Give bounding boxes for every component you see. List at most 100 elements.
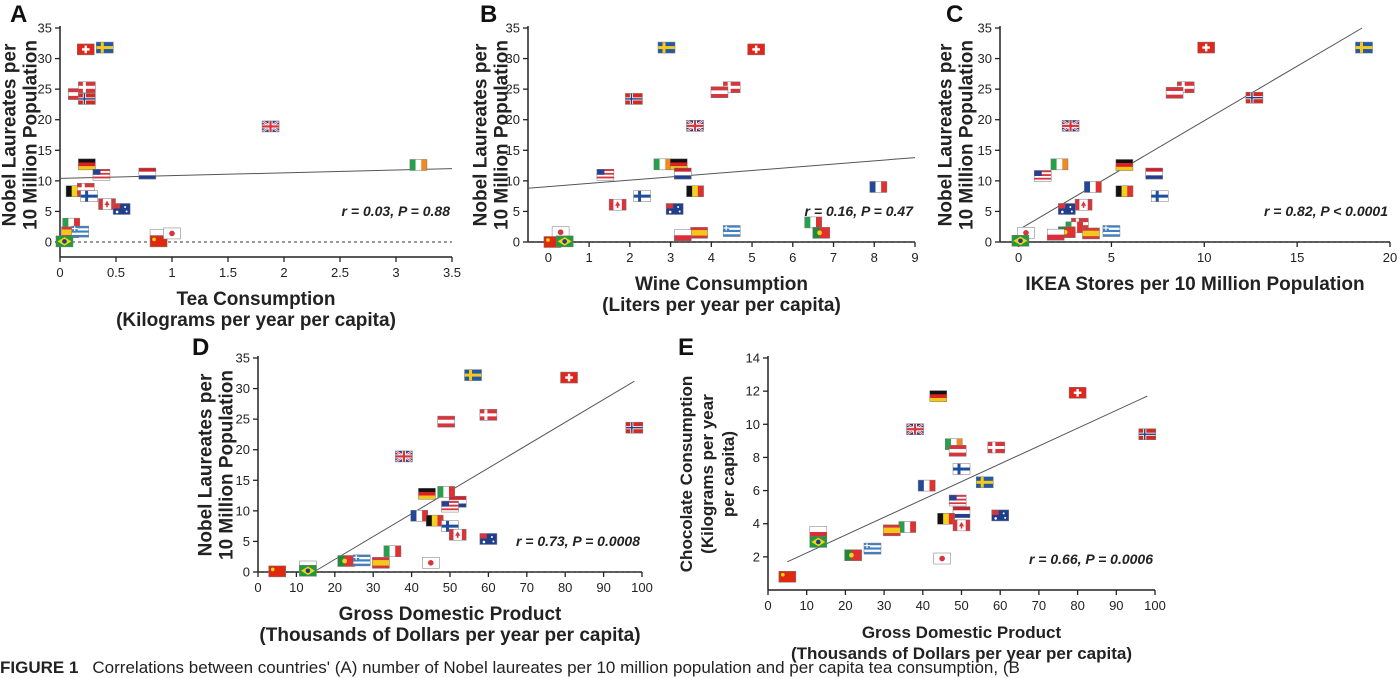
x-axis-label: Gross Domestic Product <box>339 604 562 625</box>
x-tick-label: 20 <box>838 598 852 613</box>
data-point-spain <box>372 557 390 569</box>
y-tick-label: 25 <box>236 412 250 427</box>
caption-text: Correlations between countries' (A) numb… <box>92 658 1020 677</box>
y-tick-label: 25 <box>978 82 992 97</box>
data-point-brazil <box>555 235 574 248</box>
data-point-france <box>410 509 429 522</box>
y-tick-label: 10 <box>506 173 520 188</box>
data-point-denmark <box>479 409 498 421</box>
data-point-switzerland <box>1197 41 1215 54</box>
data-point-japan <box>163 227 181 240</box>
x-tick-label: 90 <box>596 580 610 595</box>
x-tick-label: 0 <box>545 250 552 265</box>
x-tick-label: 2.5 <box>331 265 349 280</box>
data-point-belgium <box>686 185 704 198</box>
x-tick-label: 0 <box>56 265 63 280</box>
y-axis-label: 10 Million Population <box>217 370 238 560</box>
y-tick-label: 8 <box>753 450 760 465</box>
data-point-germany <box>78 158 96 171</box>
data-point-sweden <box>96 41 114 54</box>
y-axis-label: 10 Million Population <box>21 40 42 230</box>
y-tick-label: 35 <box>506 21 520 36</box>
data-point-sweden <box>464 369 482 381</box>
y-tick-label: 6 <box>753 483 760 498</box>
panel-label: D <box>192 334 209 361</box>
x-tick-label: 10 <box>799 598 813 613</box>
y-tick-label: 2 <box>753 549 760 564</box>
panel-label: A <box>10 1 27 28</box>
y-tick-label: 30 <box>236 381 250 396</box>
x-tick-label: 3 <box>667 250 674 265</box>
data-point-france <box>1084 181 1102 193</box>
x-tick-label: 30 <box>877 598 891 613</box>
y-tick-label: 4 <box>753 516 760 531</box>
data-point-germany <box>418 487 436 500</box>
y-axis-label: Nobel Laureates per <box>936 43 957 226</box>
y-tick-label: 10 <box>236 503 250 518</box>
x-tick-label: 90 <box>1109 598 1123 613</box>
data-point-portugal <box>844 549 862 561</box>
figure-caption: FIGURE 1 Correlations between countries' … <box>0 658 1400 678</box>
y-axis-label: Nobel Laureates per <box>0 43 21 226</box>
y-tick-label: 5 <box>243 534 250 549</box>
x-tick-label: 70 <box>1032 598 1046 613</box>
data-point-uk <box>261 120 280 133</box>
data-point-switzerland <box>77 43 95 56</box>
x-tick-label: 5 <box>1108 250 1115 265</box>
panel-D: D 0 5 10 15 20 25 30 35 0 10 20 30 40 50 60 70 80 90 100 r =… <box>192 334 653 646</box>
caption-label: FIGURE 1 <box>0 658 79 677</box>
data-point-brazil <box>1011 235 1030 247</box>
data-point-usa <box>596 168 615 181</box>
data-point-japan <box>1017 227 1035 239</box>
data-point-netherlands <box>952 506 971 518</box>
y-tick-label: 30 <box>506 51 520 66</box>
x-tick-label: 100 <box>631 580 653 595</box>
data-point-italy <box>437 486 455 498</box>
y-axis-label: (Kilograms per year <box>698 394 717 554</box>
data-point-belgium <box>425 514 444 527</box>
data-point-italy <box>898 521 917 533</box>
data-point-finland <box>633 190 651 202</box>
x-tick-label: 0 <box>254 580 261 595</box>
panel-label: C <box>946 1 963 28</box>
panel-A: A 0 5 10 15 20 25 30 35 0 0.5 1 1.5 2 2.5 3 3.5 r = 0.03,… <box>0 1 461 331</box>
data-point-australia <box>1058 203 1076 215</box>
y-tick-label: 15 <box>506 143 520 158</box>
x-tick-label: 10 <box>289 580 303 595</box>
data-point-belgium <box>1115 185 1134 198</box>
data-point-canada <box>1074 198 1093 211</box>
data-point-netherlands <box>138 167 157 180</box>
data-point-china <box>268 565 286 578</box>
y-tick-label: 0 <box>513 235 520 250</box>
x-tick-label: 2 <box>280 265 287 280</box>
x-tick-label: 100 <box>1144 598 1166 613</box>
x-tick-label: 50 <box>954 598 968 613</box>
correlation-annotation: r = 0.16, P = 0.47 <box>805 203 915 219</box>
y-tick-label: 5 <box>45 204 52 219</box>
panel-E: E 2 4 6 8 10 12 14 0 10 20 30 40 50 60 70 80 90 100 r = 0.6… <box>677 334 1166 663</box>
y-axis-label: Nobel Laureates per <box>196 373 217 556</box>
data-point-sweden <box>975 476 994 489</box>
y-tick-label: 20 <box>978 112 992 127</box>
x-tick-label: 20 <box>1383 250 1397 265</box>
data-point-greece <box>352 554 371 567</box>
x-tick-label: 1 <box>585 250 592 265</box>
y-tick-label: 15 <box>236 473 250 488</box>
regression-line <box>59 168 453 179</box>
data-point-norway <box>1138 428 1157 440</box>
regression-line <box>527 157 916 189</box>
regression-line <box>313 380 635 573</box>
y-tick-label: 20 <box>506 112 520 127</box>
y-axis-label: Chocolate Consumption <box>677 376 696 572</box>
y-axis-label: 10 Million Population <box>957 40 978 230</box>
x-axis-label: (Thousands of Dollars per year per capit… <box>791 644 1132 663</box>
y-tick-label: 35 <box>38 21 52 36</box>
data-point-poland <box>674 229 692 242</box>
data-point-austria <box>710 86 729 98</box>
data-point-norway <box>625 421 644 434</box>
data-point-spain <box>883 524 901 537</box>
data-point-norway <box>625 93 643 105</box>
y-tick-label: 30 <box>38 51 52 66</box>
data-point-finland <box>80 190 98 202</box>
